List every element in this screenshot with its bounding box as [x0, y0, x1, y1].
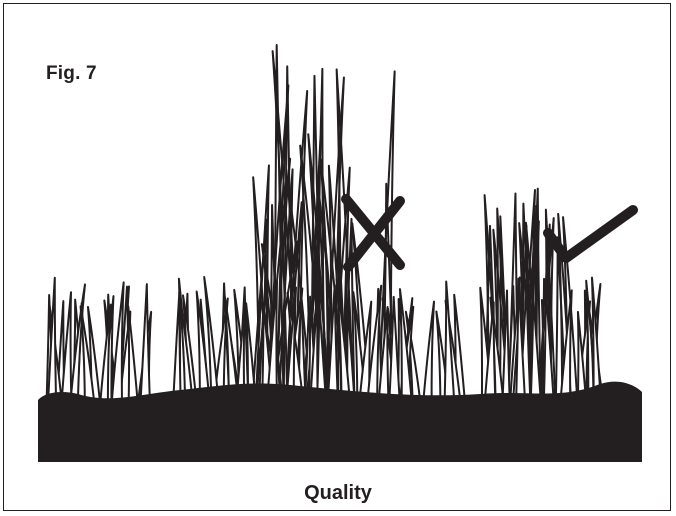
- figure-label: Fig. 7: [46, 63, 97, 84]
- grass-blade: [576, 310, 588, 403]
- grass-blade: [398, 288, 413, 403]
- grass-blade: [79, 305, 96, 403]
- grass-blade: [529, 296, 542, 403]
- grass-blade: [377, 70, 396, 403]
- grass-blade: [172, 291, 182, 403]
- grass-blade: [212, 297, 229, 403]
- grass-blade: [324, 76, 345, 403]
- grass-blade: [377, 305, 390, 403]
- grass-blade: [542, 287, 555, 403]
- grass-blade: [139, 283, 151, 403]
- grass-blade: [223, 293, 240, 403]
- grass-blade: [203, 276, 220, 403]
- grass-blade: [245, 302, 257, 403]
- grass-blade: [285, 286, 297, 403]
- grass-blade: [358, 300, 373, 403]
- grass-blade: [483, 301, 497, 403]
- grass-blade: [501, 289, 511, 403]
- soil-mound: [38, 381, 642, 462]
- grass-blade: [110, 281, 125, 403]
- grass-blade: [309, 292, 319, 403]
- grass-blade: [388, 295, 401, 403]
- grass-blade: [195, 290, 211, 403]
- check-mark-icon: [543, 205, 638, 263]
- figure-caption: Quality: [304, 482, 372, 504]
- grass-blade: [590, 276, 602, 403]
- grass-blade: [422, 300, 435, 403]
- grass-blade: [443, 280, 456, 403]
- cross-mark-icon: [341, 194, 405, 272]
- grass-blade: [235, 307, 246, 403]
- grass-blade: [127, 305, 139, 403]
- short-lawn: [45, 276, 605, 403]
- grass-blade: [335, 277, 351, 403]
- grass-blade: [99, 303, 112, 403]
- grass-blade: [47, 276, 58, 403]
- grass-blade: [60, 291, 73, 403]
- grass-blade: [559, 289, 573, 403]
- grass-blade: [266, 84, 290, 403]
- grass-blade: [178, 294, 194, 403]
- grass-blade: [326, 284, 339, 403]
- grass-blade: [266, 280, 279, 403]
- grass-blade: [271, 50, 299, 403]
- grass-blade: [515, 277, 527, 403]
- grass-blade: [554, 236, 567, 399]
- grass-blade: [310, 74, 323, 403]
- grass-blade: [366, 284, 383, 403]
- tall-grass-center: [251, 44, 396, 403]
